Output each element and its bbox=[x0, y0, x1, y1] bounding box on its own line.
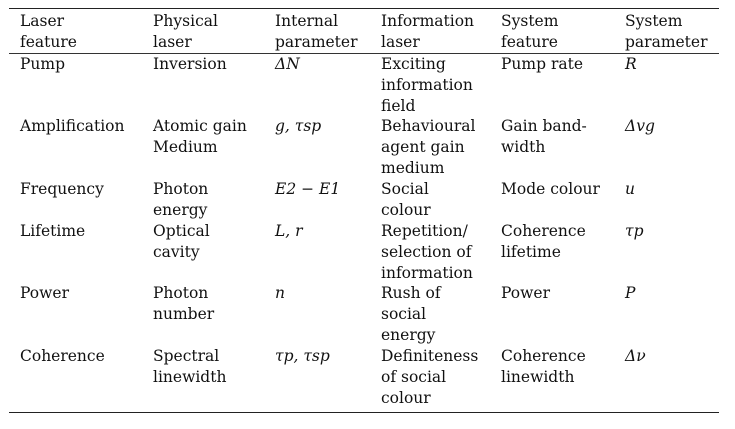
cell-information-laser: Rush of social energy bbox=[381, 284, 441, 344]
cell-physical-laser: Spectral linewidth bbox=[153, 347, 227, 386]
cell-system-feature: Pump rate bbox=[501, 55, 584, 73]
cell-system-feature: Coherence lifetime bbox=[501, 222, 586, 261]
cell-internal-parameter: g, τsp bbox=[275, 117, 322, 135]
cell-internal-parameter: ΔN bbox=[275, 55, 300, 73]
cell-physical-laser: Inversion bbox=[153, 55, 227, 73]
cell-system-parameter: τp bbox=[625, 222, 644, 240]
header-physical-laser: Physical laser bbox=[153, 12, 218, 51]
cell-system-feature: Power bbox=[501, 284, 550, 302]
cell-information-laser: Behavioural agent gain medium bbox=[381, 117, 476, 177]
cell-laser-feature: Amplification bbox=[20, 117, 125, 135]
cell-system-parameter: R bbox=[625, 55, 637, 73]
cell-laser-feature: Pump bbox=[20, 55, 66, 73]
cell-laser-feature: Coherence bbox=[20, 347, 105, 365]
cell-physical-laser: Atomic gain Medium bbox=[153, 117, 247, 156]
table-header-rule bbox=[9, 53, 719, 54]
cell-physical-laser: Photon number bbox=[153, 284, 215, 323]
cell-information-laser: Social colour bbox=[381, 180, 431, 219]
cell-system-parameter: u bbox=[625, 180, 635, 198]
cell-system-feature: Gain band- width bbox=[501, 117, 587, 156]
cell-system-feature: Coherence linewidth bbox=[501, 347, 586, 386]
header-internal-parameter: Internal parameter bbox=[275, 12, 358, 51]
cell-system-parameter: P bbox=[625, 284, 636, 302]
cell-laser-feature: Frequency bbox=[20, 180, 104, 198]
cell-information-laser: Exciting information field bbox=[381, 55, 473, 115]
cell-internal-parameter: τp, τsp bbox=[275, 347, 330, 365]
table-bottom-rule bbox=[9, 412, 719, 413]
cell-internal-parameter: E2 − E1 bbox=[275, 180, 341, 198]
header-system-feature: System feature bbox=[501, 12, 559, 51]
cell-laser-feature: Lifetime bbox=[20, 222, 86, 240]
header-system-parameter: System parameter bbox=[625, 12, 708, 51]
header-information-laser: Information laser bbox=[381, 12, 475, 51]
cell-system-parameter: Δν bbox=[625, 347, 646, 365]
header-laser-feature: Laser feature bbox=[20, 12, 77, 51]
cell-information-laser: Repetition/ selection of information bbox=[381, 222, 473, 282]
cell-internal-parameter: n bbox=[275, 284, 285, 302]
cell-information-laser: Definiteness of social colour bbox=[381, 347, 479, 407]
cell-physical-laser: Photon energy bbox=[153, 180, 209, 219]
cell-physical-laser: Optical cavity bbox=[153, 222, 210, 261]
cell-laser-feature: Power bbox=[20, 284, 69, 302]
cell-system-feature: Mode colour bbox=[501, 180, 600, 198]
cell-system-parameter: Δvg bbox=[625, 117, 655, 135]
table-top-rule bbox=[9, 8, 719, 9]
cell-internal-parameter: L, r bbox=[275, 222, 303, 240]
